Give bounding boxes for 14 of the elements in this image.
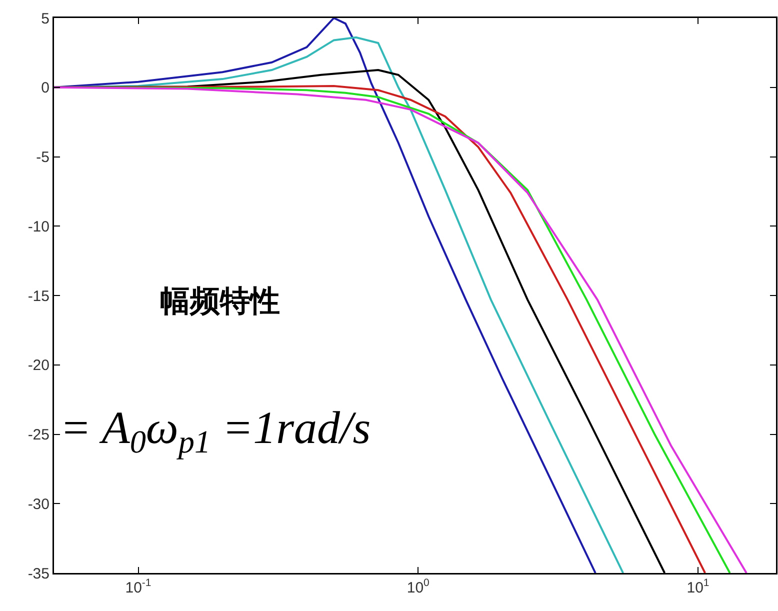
x-tick-label: 10$^{-1}$: [125, 577, 152, 596]
x-tick-label: 10$^{1}$: [686, 577, 710, 596]
annotation: = A$_{0}$ω$_{p1}$ =1rad/s: [60, 402, 371, 460]
y-tick-label: -35: [28, 565, 50, 582]
y-tick-label: -20: [28, 357, 50, 374]
y-tick-label: 5: [41, 10, 50, 28]
y-tick-label: -15: [28, 288, 50, 305]
x-tick-label: 10$^{0}$: [406, 577, 430, 596]
y-tick-label: -10: [28, 218, 50, 236]
y-tick-label: -5: [36, 149, 50, 166]
y-tick-label: -30: [28, 496, 50, 513]
y-tick-label: 0: [41, 80, 50, 97]
y-tick-label: -25: [28, 426, 50, 444]
annotation: 幅频特性: [160, 284, 280, 319]
